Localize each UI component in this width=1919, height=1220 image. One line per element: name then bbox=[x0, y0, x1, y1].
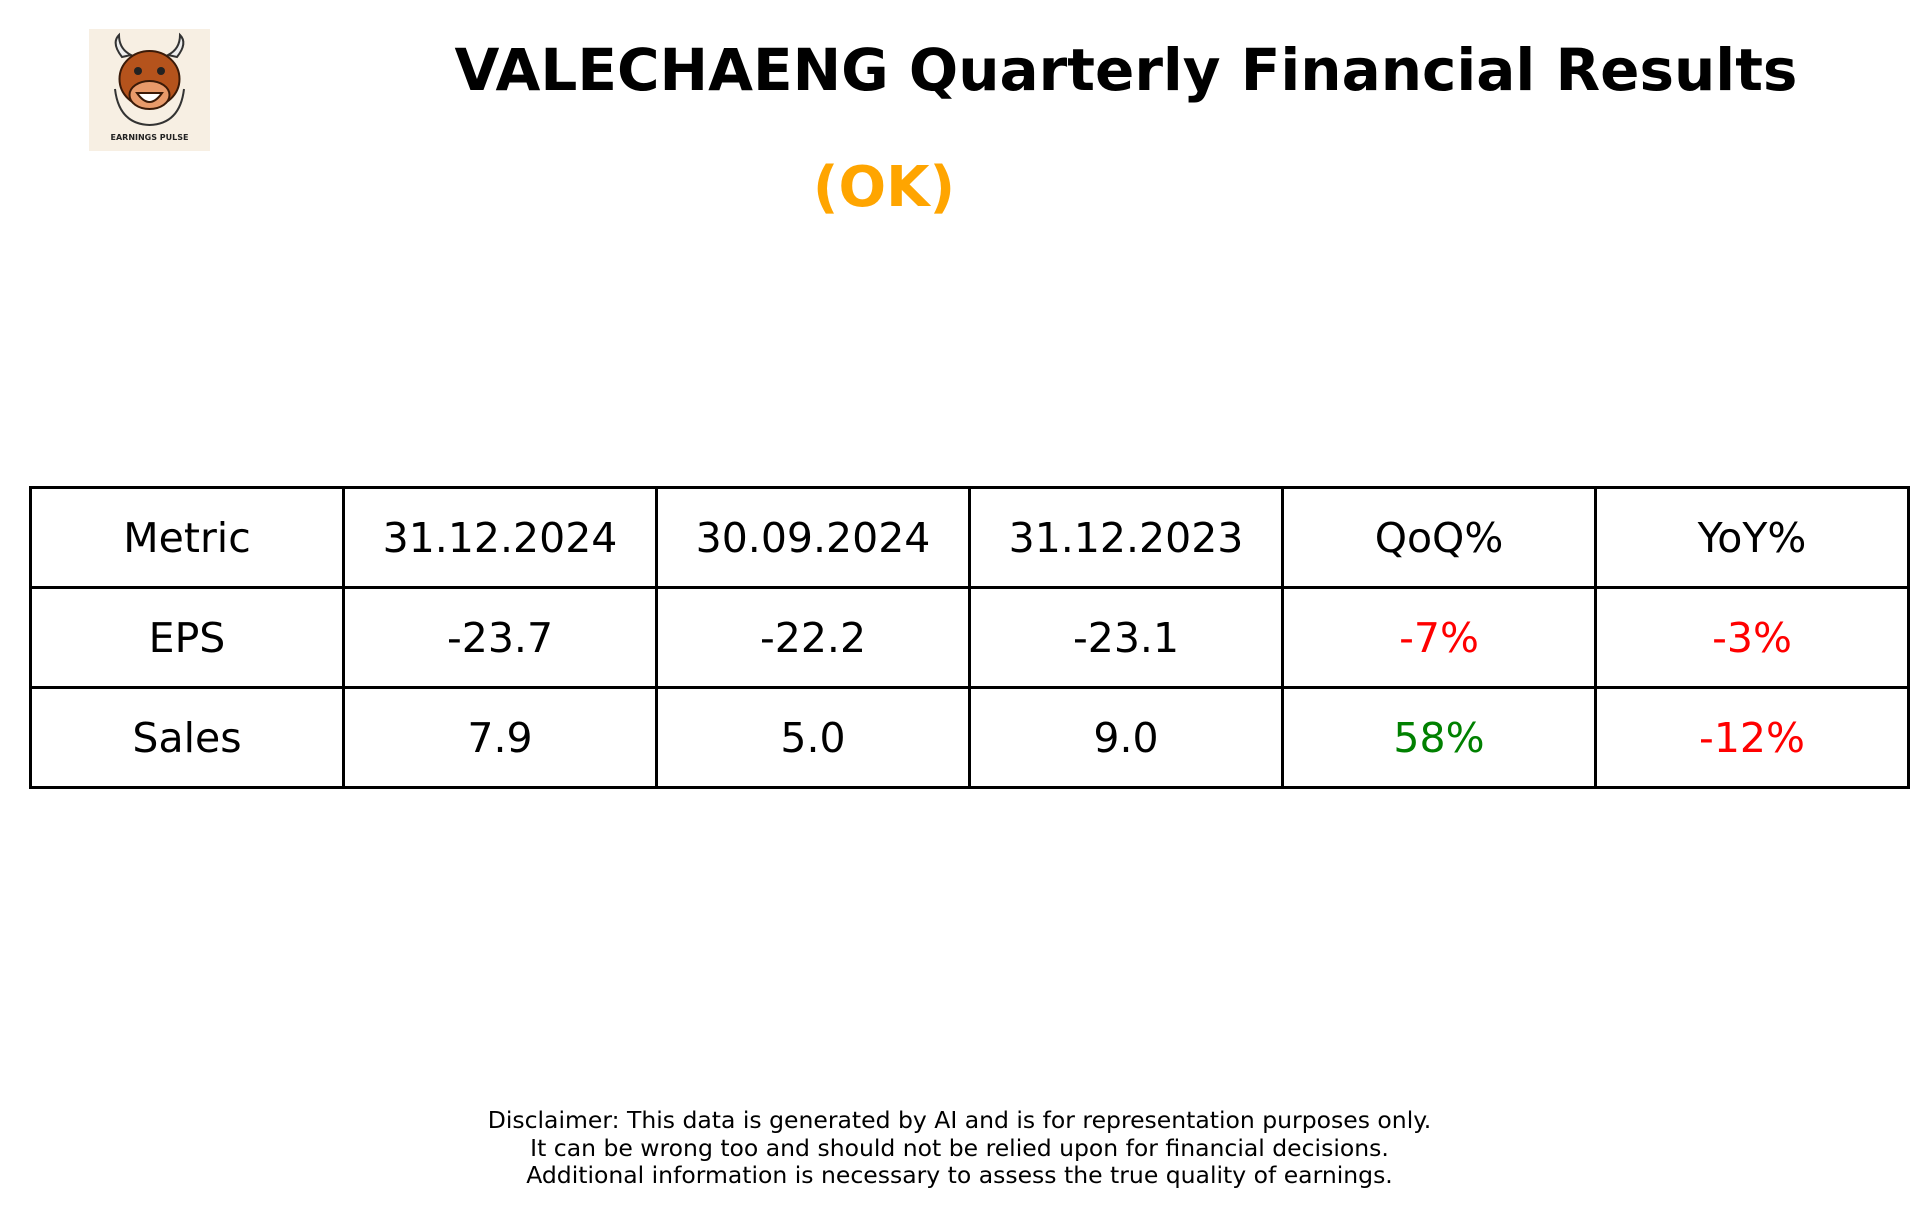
cell: 9.0 bbox=[968, 686, 1284, 789]
cell: -23.7 bbox=[342, 586, 658, 689]
data-row: EPS -23.7 -22.2 -23.1 -7% -3% bbox=[29, 586, 1910, 689]
header-cell: Metric bbox=[29, 486, 345, 589]
cell: 7.9 bbox=[342, 686, 658, 789]
cell: 58% bbox=[1281, 686, 1597, 789]
cell: -23.1 bbox=[968, 586, 1284, 689]
header-cell: 30.09.2024 bbox=[655, 486, 971, 589]
cell: 5.0 bbox=[655, 686, 971, 789]
cell: -3% bbox=[1594, 586, 1910, 689]
header-cell: YoY% bbox=[1594, 486, 1910, 589]
data-row: Sales 7.9 5.0 9.0 58% -12% bbox=[29, 686, 1910, 789]
cell: -22.2 bbox=[655, 586, 971, 689]
title: VALECHAENG Quarterly Financial Results bbox=[454, 36, 1798, 104]
results-table: Metric 31.12.2024 30.09.2024 31.12.2023 … bbox=[29, 486, 1910, 789]
status: (OK) bbox=[812, 155, 956, 220]
header-cell: QoQ% bbox=[1281, 486, 1597, 589]
header-cell: 31.12.2024 bbox=[342, 486, 658, 589]
logo: EARNINGS PULSE bbox=[89, 29, 210, 151]
disclaimer-line: Additional information is necessary to a… bbox=[526, 1161, 1393, 1189]
header-cell: 31.12.2023 bbox=[968, 486, 1284, 589]
row-label: EPS bbox=[29, 586, 345, 689]
logo-icon bbox=[114, 32, 185, 127]
disclaimer-line: Disclaimer: This data is generated by AI… bbox=[487, 1106, 1432, 1134]
disclaimer-line: It can be wrong too and should not be re… bbox=[530, 1133, 1389, 1162]
cell: -7% bbox=[1281, 586, 1597, 689]
header-row: Metric 31.12.2024 30.09.2024 31.12.2023 … bbox=[29, 486, 1910, 589]
disclaimer: Disclaimer: This data is generated by AI… bbox=[0, 1106, 1919, 1190]
logo-text: EARNINGS PULSE bbox=[110, 133, 189, 142]
cell: -12% bbox=[1594, 686, 1910, 789]
row-label: Sales bbox=[29, 686, 345, 789]
